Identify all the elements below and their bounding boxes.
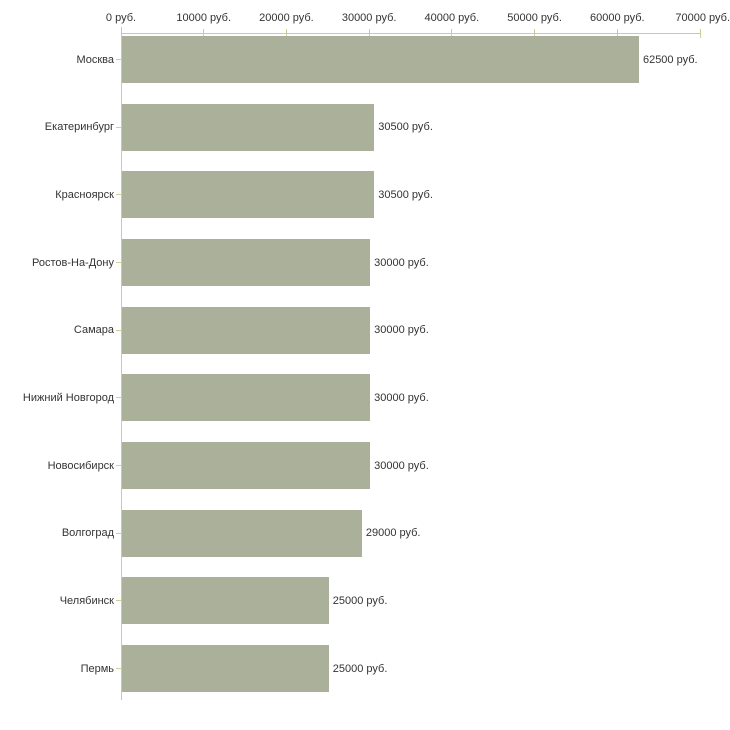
category-tick <box>116 600 121 602</box>
category-label: Волгоград <box>61 527 114 540</box>
category-label: Челябинск <box>59 594 114 607</box>
x-axis-tick-label: 60000 руб. <box>589 12 645 24</box>
x-axis-tick-label: 20000 руб. <box>259 12 314 24</box>
category-label: Самара <box>73 324 114 337</box>
category-label: Красноярск <box>55 188 114 201</box>
category-tick <box>116 465 121 467</box>
value-label: 62500 руб. <box>642 53 698 66</box>
x-axis-tick-label: 30000 руб. <box>341 12 397 24</box>
x-axis-tick-label: 40000 руб. <box>424 12 480 24</box>
value-label: 30000 руб. <box>374 459 429 472</box>
value-label: 25000 руб. <box>332 594 388 607</box>
x-axis-tick-label: 70000 руб. <box>675 12 730 24</box>
category-tick <box>116 532 121 534</box>
x-axis-line <box>121 33 701 34</box>
bar <box>122 577 329 625</box>
bar <box>122 171 375 219</box>
x-axis-tick-label: 0 руб. <box>105 12 137 24</box>
x-axis-tick-label: 50000 руб. <box>507 12 562 24</box>
value-label: 30500 руб. <box>378 121 433 134</box>
x-axis-tick-label: 10000 руб. <box>176 12 232 24</box>
value-label: 30000 руб. <box>374 324 429 337</box>
category-label: Нижний Новгород <box>22 391 114 404</box>
value-label: 25000 руб. <box>332 662 388 675</box>
bar <box>122 239 371 286</box>
bar <box>122 306 371 354</box>
category-label: Ростов-На-Дону <box>31 256 114 269</box>
bar <box>122 442 371 490</box>
value-label: 30500 руб. <box>378 188 433 201</box>
category-tick <box>116 262 121 263</box>
bar <box>122 103 375 151</box>
category-tick <box>116 329 121 331</box>
category-label: Москва <box>76 53 114 66</box>
category-label: Екатеринбург <box>44 121 114 134</box>
category-label: Пермь <box>80 662 114 675</box>
category-tick <box>116 126 121 128</box>
bar <box>122 509 362 557</box>
category-label: Новосибирск <box>47 459 114 472</box>
value-label: 30000 руб. <box>374 256 429 269</box>
category-tick <box>116 668 121 670</box>
category-tick <box>116 59 121 60</box>
value-label: 29000 руб. <box>365 527 421 540</box>
bar <box>122 36 639 83</box>
y-axis-line <box>121 27 122 700</box>
bar <box>122 645 329 693</box>
category-tick <box>116 194 121 196</box>
category-tick <box>116 397 121 399</box>
value-label: 30000 руб. <box>374 391 429 404</box>
bar <box>122 374 371 422</box>
